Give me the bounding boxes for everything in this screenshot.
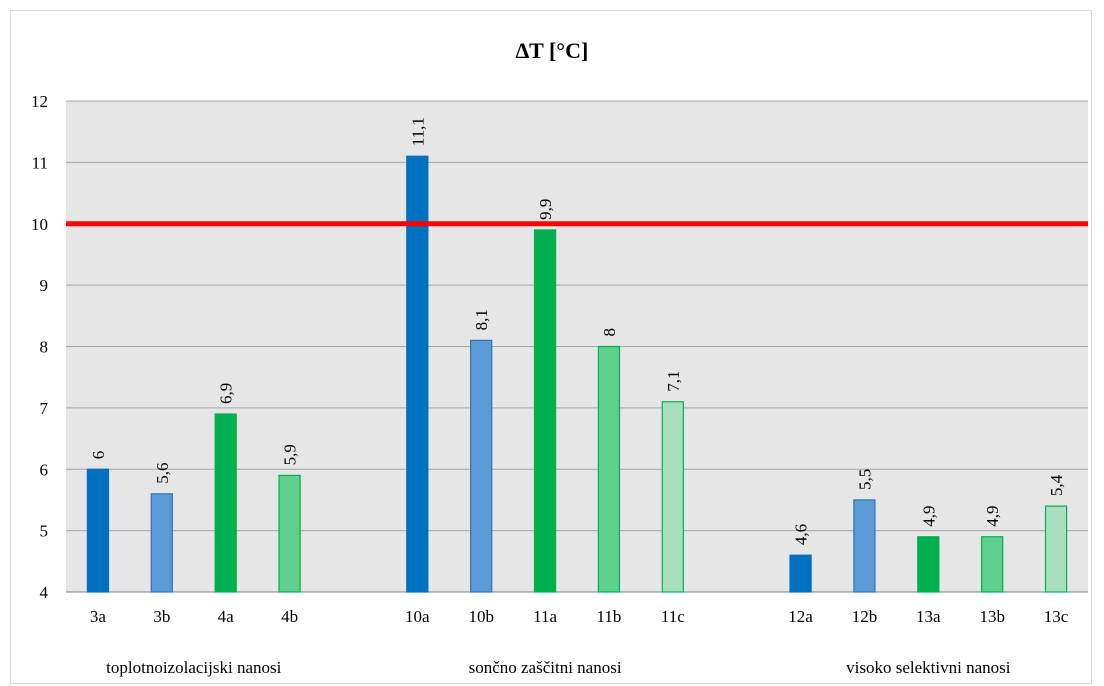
x-tick-label: 11a bbox=[533, 607, 557, 626]
data-label: 4,9 bbox=[983, 506, 1002, 527]
group-label: toplotnoizolacijski nanosi bbox=[106, 658, 281, 677]
x-tick-label: 10b bbox=[468, 607, 494, 626]
x-tick-label: 13b bbox=[979, 607, 1005, 626]
bar-10a bbox=[406, 155, 429, 593]
y-tick-label: 8 bbox=[40, 338, 49, 357]
data-label: 7,1 bbox=[664, 370, 683, 391]
x-tick-label: 4b bbox=[281, 607, 298, 626]
data-label: 8 bbox=[600, 328, 619, 337]
bar-12a bbox=[789, 554, 812, 593]
data-label: 5,4 bbox=[1047, 474, 1066, 496]
group-label: sončno zaščitni nanosi bbox=[469, 658, 622, 677]
x-tick-label: 12a bbox=[788, 607, 813, 626]
data-label: 6 bbox=[89, 451, 108, 460]
bar-12b bbox=[853, 499, 876, 593]
data-label: 9,9 bbox=[536, 199, 555, 220]
y-tick-label: 7 bbox=[40, 399, 49, 418]
bar-4a bbox=[214, 413, 237, 593]
bar-13c bbox=[1044, 505, 1068, 593]
y-tick-label: 5 bbox=[40, 522, 49, 541]
data-label: 5,5 bbox=[855, 469, 874, 490]
x-tick-label: 11c bbox=[661, 607, 685, 626]
data-label: 5,6 bbox=[153, 463, 172, 484]
x-tick-label: 3a bbox=[90, 607, 107, 626]
y-tick-label: 12 bbox=[31, 92, 48, 111]
x-tick-label: 3b bbox=[153, 607, 170, 626]
bar-4b bbox=[278, 474, 301, 593]
x-tick-label: 10a bbox=[405, 607, 430, 626]
chart-title: ∆T [°C] bbox=[515, 38, 589, 63]
x-tick-label: 12b bbox=[852, 607, 878, 626]
data-label: 6,9 bbox=[217, 383, 236, 404]
data-label: 5,9 bbox=[281, 444, 300, 465]
y-tick-label: 9 bbox=[40, 276, 49, 295]
group-label: visoko selektivni nanosi bbox=[846, 658, 1011, 677]
x-tick-label: 13a bbox=[916, 607, 941, 626]
data-label: 11,1 bbox=[408, 117, 427, 146]
bar-11c bbox=[661, 401, 684, 593]
bar-11b bbox=[597, 345, 621, 593]
bar-10b bbox=[470, 339, 493, 593]
bar-13b bbox=[981, 536, 1004, 593]
bar-3a bbox=[86, 468, 110, 593]
bar-13a bbox=[917, 536, 940, 593]
data-label: 4,6 bbox=[792, 524, 811, 545]
data-label: 8,1 bbox=[472, 309, 491, 330]
x-tick-label: 13c bbox=[1044, 607, 1069, 626]
bar-3b bbox=[150, 493, 173, 593]
y-tick-label: 10 bbox=[31, 215, 48, 234]
data-label: 4,9 bbox=[919, 506, 938, 527]
x-tick-label: 4a bbox=[218, 607, 235, 626]
x-tick-label: 11b bbox=[597, 607, 622, 626]
y-tick-label: 6 bbox=[40, 460, 49, 479]
y-tick-label: 11 bbox=[32, 153, 48, 172]
y-tick-label: 4 bbox=[40, 583, 49, 602]
bar-11a bbox=[533, 229, 557, 593]
